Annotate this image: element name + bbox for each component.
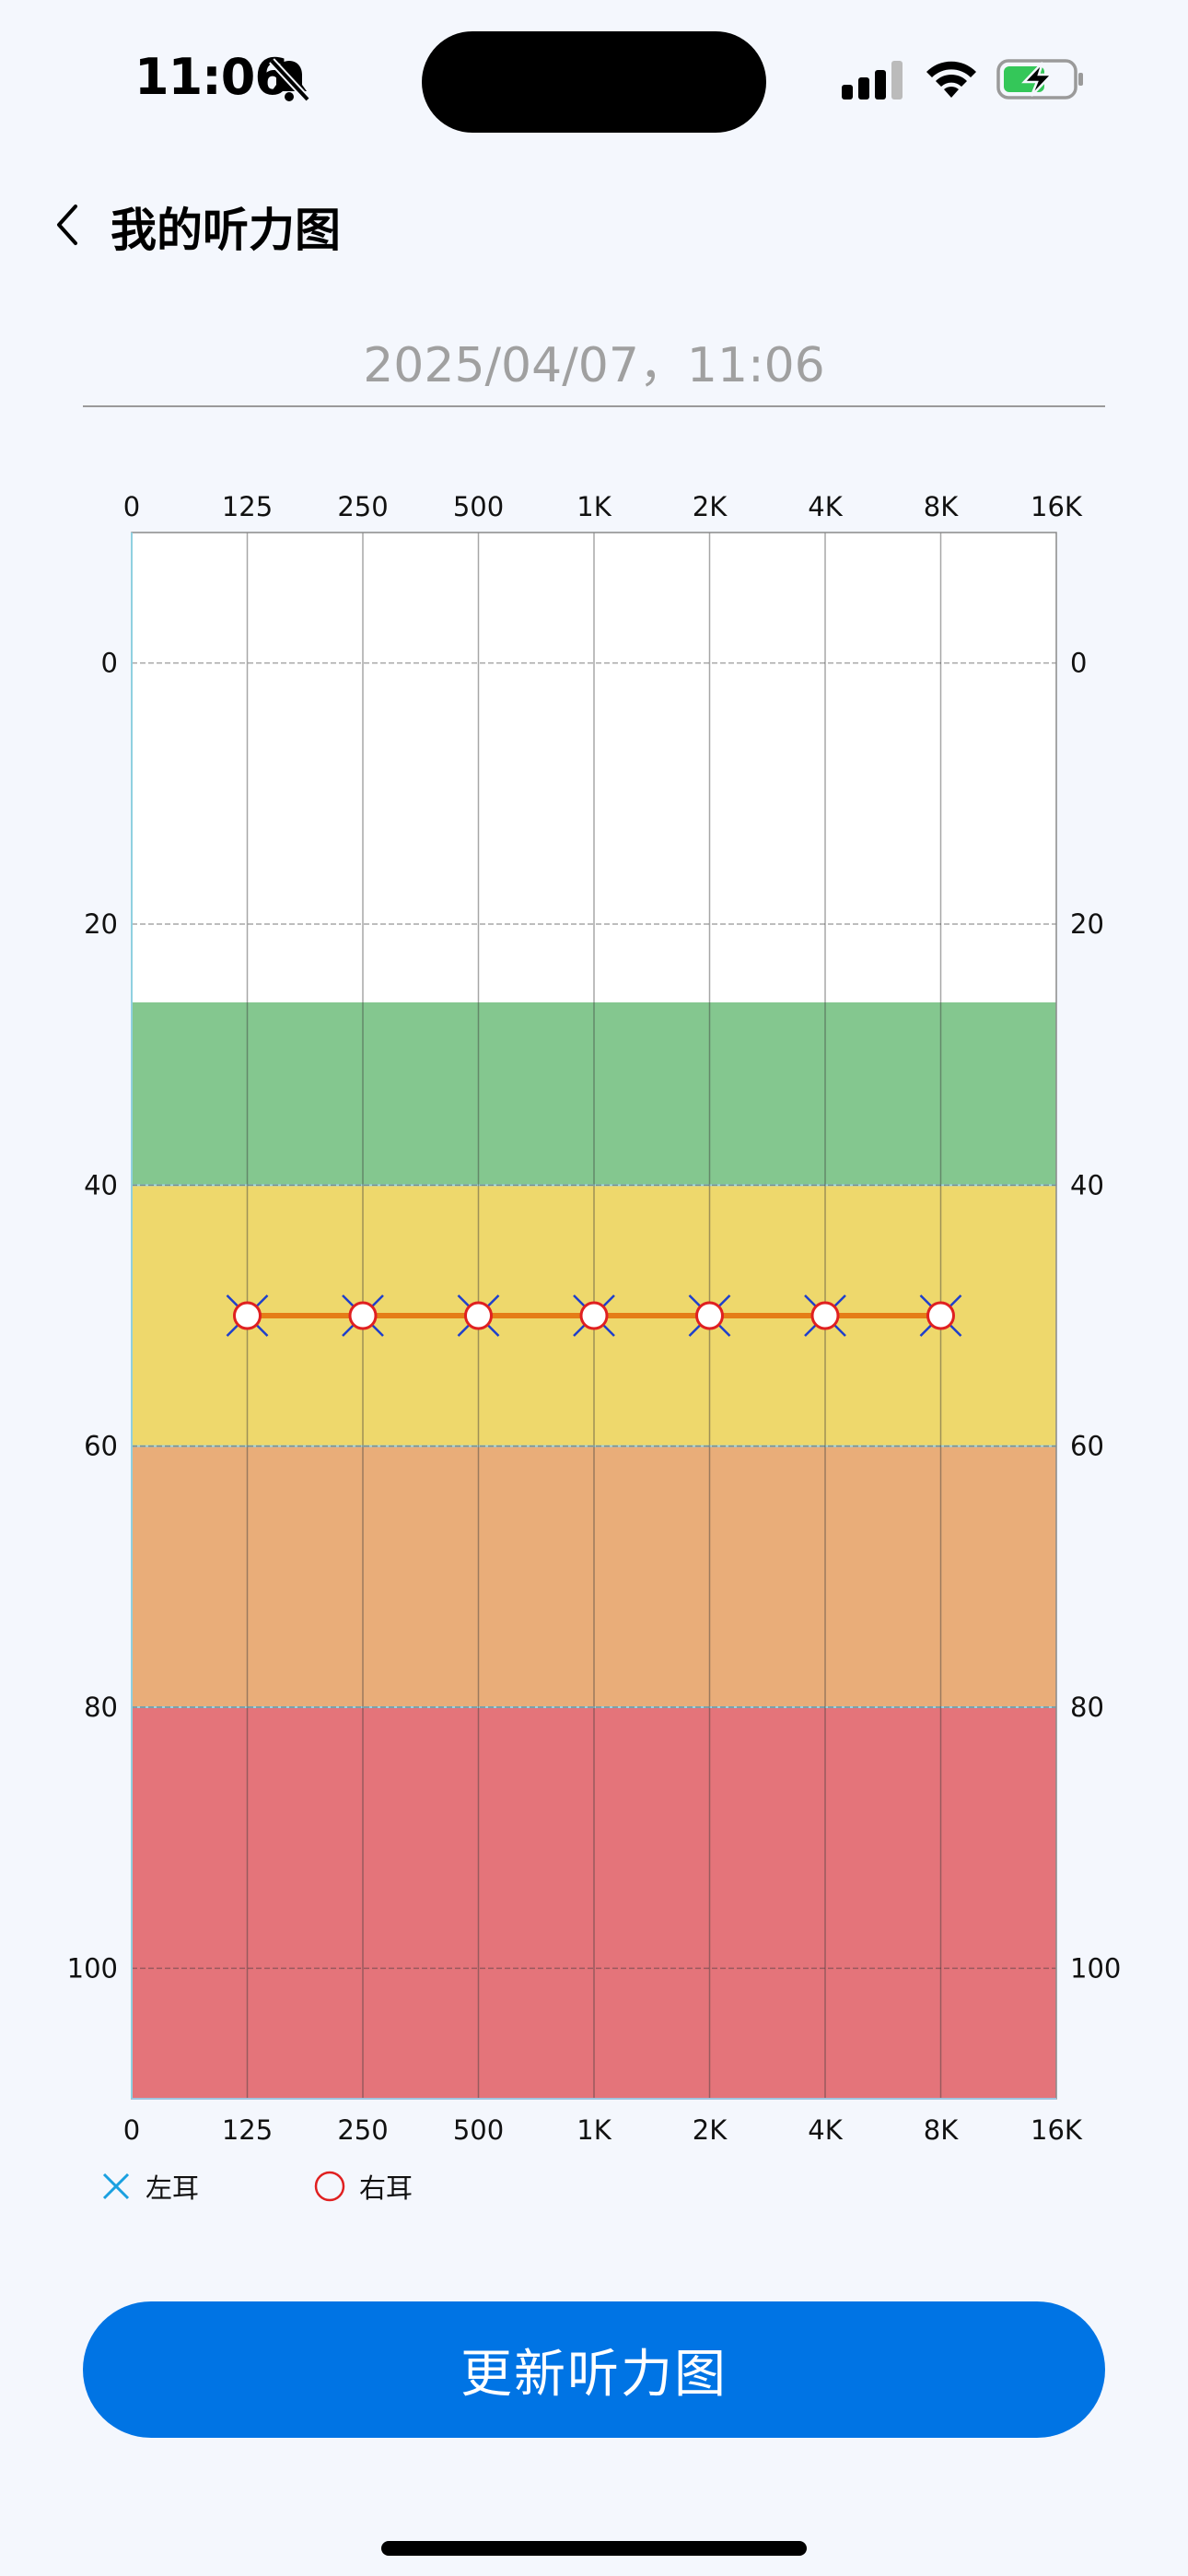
- date-divider: [83, 405, 1105, 407]
- x-tick-label-top: 4K: [808, 491, 843, 522]
- y-tick-label-left: 20: [84, 908, 118, 940]
- circle-marker-icon: [314, 2171, 345, 2202]
- right-ear-point: [810, 1301, 840, 1330]
- hearing-band-3: [132, 1707, 1056, 2099]
- update-audiogram-button[interactable]: 更新听力图: [83, 2301, 1105, 2438]
- x-tick-label-top: 500: [453, 491, 504, 522]
- right-ear-point: [926, 1301, 955, 1330]
- y-tick-label-left: 40: [84, 1169, 118, 1200]
- x-tick-label-top: 16K: [1031, 491, 1083, 522]
- y-tick-label-left: 100: [67, 1952, 118, 1984]
- x-tick-label-bottom: 4K: [808, 2114, 843, 2146]
- x-tick-label-bottom: 8K: [924, 2114, 959, 2146]
- test-date: 2025/04/07，11:06: [363, 338, 825, 393]
- battery-charging-icon: [996, 59, 1083, 100]
- x-tick-label-bottom: 125: [222, 2114, 273, 2146]
- bell-slash-icon: [269, 58, 310, 102]
- x-tick-label-bottom: 500: [453, 2114, 504, 2146]
- legend-right-ear-label: 右耳: [359, 2172, 413, 2204]
- y-tick-label-right: 60: [1070, 1431, 1104, 1462]
- legend-right-ear: 右耳: [313, 2163, 413, 2209]
- right-ear-point: [579, 1301, 609, 1330]
- right-ear-point: [233, 1301, 262, 1330]
- x-tick-label-bottom: 2K: [693, 2114, 728, 2146]
- y-tick-label-left: 60: [84, 1431, 118, 1462]
- cellular-signal-icon: [842, 61, 903, 100]
- y-tick-label-right: 40: [1070, 1169, 1104, 1200]
- y-tick-label-right: 20: [1070, 908, 1104, 940]
- right-ear-point: [695, 1301, 724, 1330]
- x-tick-label-bottom: 16K: [1031, 2114, 1083, 2146]
- page-title: 我的听力图: [111, 204, 341, 257]
- x-marker-icon: [102, 2172, 130, 2200]
- y-tick-label-right: 0: [1070, 648, 1087, 679]
- legend-left-ear-label: 左耳: [146, 2172, 200, 2204]
- chevron-left-icon[interactable]: [52, 201, 85, 249]
- legend-left-ear: 左耳: [99, 2163, 199, 2209]
- x-tick-label-bottom: 0: [123, 2114, 140, 2146]
- dynamic-island: [422, 31, 766, 133]
- right-ear-point: [464, 1301, 493, 1330]
- y-tick-label-left: 80: [84, 1692, 118, 1723]
- y-tick-label-left: 0: [101, 648, 118, 679]
- x-tick-label-top: 125: [222, 491, 273, 522]
- x-tick-label-top: 1K: [577, 491, 611, 522]
- hearing-band-2: [132, 1446, 1056, 1707]
- x-tick-label-bottom: 250: [337, 2114, 388, 2146]
- y-tick-label-right: 100: [1070, 1952, 1121, 1984]
- x-tick-label-top: 8K: [924, 491, 959, 522]
- audiogram-chart: 0 125 250 500 1K 2K 4K 8K 16K 0 125 250 500 1K 2K 4K 8K 1…: [67, 491, 1122, 2146]
- x-tick-label-top: 0: [123, 491, 140, 522]
- home-indicator[interactable]: [381, 2541, 807, 2556]
- x-tick-label-bottom: 1K: [577, 2114, 611, 2146]
- x-tick-label-top: 250: [337, 491, 388, 522]
- status-time: 11:06: [134, 48, 289, 106]
- wifi-icon: [926, 61, 976, 98]
- x-tick-label-top: 2K: [693, 491, 728, 522]
- right-ear-point: [348, 1301, 378, 1330]
- hearing-band-0: [132, 1002, 1056, 1186]
- y-tick-label-right: 80: [1070, 1692, 1104, 1723]
